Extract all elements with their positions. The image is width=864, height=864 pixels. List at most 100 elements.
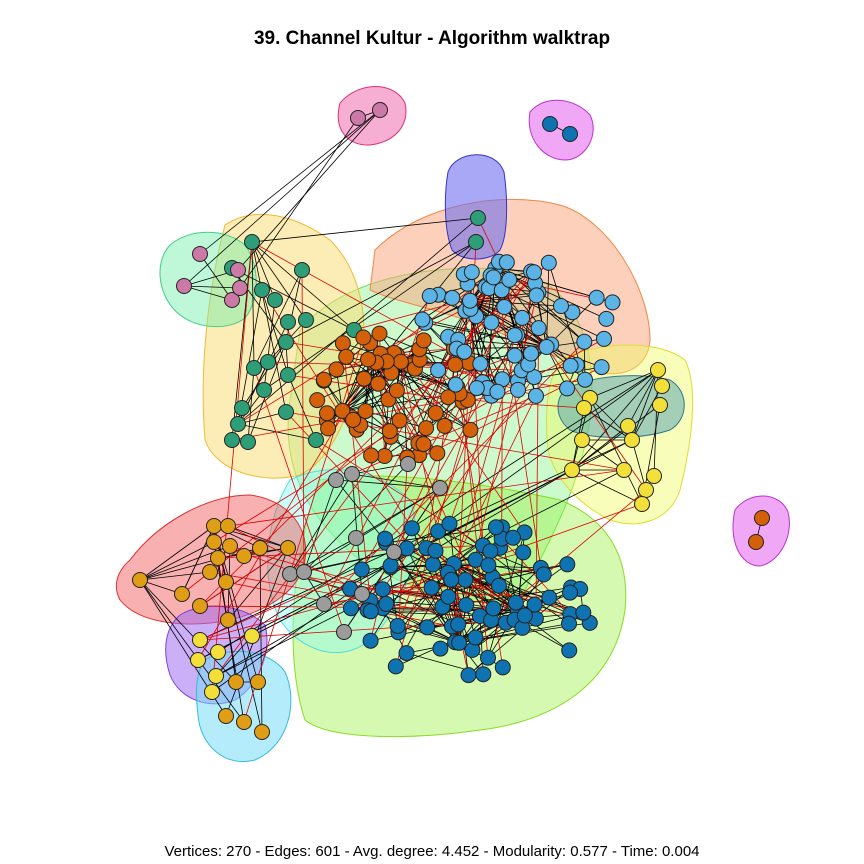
graph-node bbox=[210, 644, 226, 660]
graph-node bbox=[345, 411, 362, 428]
graph-node bbox=[494, 659, 511, 676]
page-title: 39. Channel Kultur - Algorithm walktrap bbox=[253, 28, 611, 49]
graph-node bbox=[443, 571, 460, 588]
graph-node bbox=[415, 436, 432, 453]
hull-magenta-right bbox=[732, 495, 790, 567]
graph-node bbox=[348, 530, 364, 546]
hull-mint bbox=[159, 231, 257, 328]
graph-node bbox=[561, 615, 577, 632]
graph-node bbox=[176, 278, 192, 294]
graph-node bbox=[280, 367, 296, 383]
graph-node bbox=[470, 210, 486, 226]
graph-node bbox=[256, 382, 272, 398]
graph-node bbox=[507, 594, 524, 611]
graph-node bbox=[387, 658, 404, 675]
graph-node bbox=[514, 309, 531, 326]
graph-node bbox=[510, 381, 526, 398]
graph-node bbox=[298, 312, 314, 328]
graph-node bbox=[236, 714, 252, 730]
graph-node bbox=[423, 579, 440, 596]
graph-node bbox=[296, 564, 312, 580]
graph-node bbox=[282, 566, 298, 582]
graph-node bbox=[280, 540, 296, 556]
graph-node bbox=[386, 544, 402, 560]
graph-node bbox=[353, 561, 370, 578]
graph-node bbox=[336, 624, 352, 640]
graph-node bbox=[224, 432, 240, 448]
graph-node bbox=[350, 110, 366, 126]
graph-node bbox=[391, 412, 408, 429]
graph-node bbox=[447, 356, 464, 373]
graph-node bbox=[206, 534, 222, 550]
graph-node bbox=[441, 515, 458, 532]
graph-node bbox=[577, 371, 593, 388]
community-hulls bbox=[115, 86, 790, 762]
graph-node bbox=[468, 380, 485, 397]
graph-node bbox=[403, 520, 420, 537]
graph-node bbox=[485, 269, 502, 286]
graph-node bbox=[192, 598, 208, 614]
graph-node bbox=[528, 387, 544, 404]
graph-node bbox=[562, 357, 579, 374]
graph-node bbox=[588, 289, 605, 306]
graph-node bbox=[355, 329, 372, 346]
graph-node bbox=[480, 557, 497, 574]
graph-node bbox=[381, 423, 398, 440]
graph-node bbox=[362, 632, 379, 649]
graph-node bbox=[246, 360, 262, 376]
graph-node bbox=[382, 557, 399, 574]
hull-pink-top bbox=[337, 86, 407, 146]
graph-node bbox=[540, 254, 557, 271]
graph-node bbox=[218, 708, 234, 724]
graph-node bbox=[451, 634, 468, 651]
graph-node bbox=[204, 684, 220, 700]
graph-node bbox=[489, 383, 506, 400]
graph-node bbox=[362, 603, 379, 620]
graph-node bbox=[389, 617, 406, 634]
graph-node bbox=[222, 538, 238, 554]
graph-node bbox=[562, 126, 578, 142]
graph-node bbox=[218, 574, 234, 590]
graph-node bbox=[232, 280, 248, 296]
graph-node bbox=[206, 518, 222, 534]
graph-node bbox=[467, 629, 484, 646]
graph-node bbox=[650, 362, 666, 378]
graph-node bbox=[462, 421, 479, 438]
graph-statistics: Vertices: 270 - Edges: 601 - Avg. degree… bbox=[164, 843, 700, 860]
graph-node bbox=[309, 392, 326, 409]
graph-node bbox=[538, 339, 555, 355]
graph-node bbox=[210, 550, 226, 566]
graph-node bbox=[444, 289, 461, 306]
graph-node bbox=[370, 375, 387, 392]
graph-node bbox=[192, 246, 208, 262]
graph-node bbox=[254, 724, 270, 740]
graph-node bbox=[378, 595, 395, 612]
graph-node bbox=[371, 325, 388, 342]
graph-node bbox=[244, 234, 260, 250]
graph-node bbox=[528, 287, 545, 304]
graph-node bbox=[541, 589, 558, 606]
graph-node bbox=[530, 320, 547, 337]
graph-node bbox=[208, 668, 224, 684]
graph-node bbox=[267, 292, 283, 308]
graph-nodes bbox=[132, 102, 770, 740]
graph-node bbox=[250, 674, 266, 690]
graph-node bbox=[174, 586, 190, 602]
graph-node bbox=[456, 343, 473, 360]
graph-node bbox=[488, 519, 504, 536]
graph-node bbox=[526, 596, 543, 613]
graph-node bbox=[430, 523, 447, 540]
graph-node bbox=[432, 480, 448, 496]
graph-node bbox=[254, 282, 270, 298]
graph-node bbox=[414, 311, 431, 328]
graph-node bbox=[542, 116, 558, 132]
graph-node bbox=[616, 462, 632, 478]
graph-node bbox=[654, 378, 670, 394]
graph-node bbox=[344, 466, 360, 482]
graph-node bbox=[376, 448, 393, 464]
graph-node bbox=[234, 400, 250, 416]
graph-node bbox=[236, 548, 252, 564]
graph-node bbox=[278, 404, 294, 420]
graph-node bbox=[748, 534, 764, 550]
graph-node bbox=[523, 345, 539, 362]
